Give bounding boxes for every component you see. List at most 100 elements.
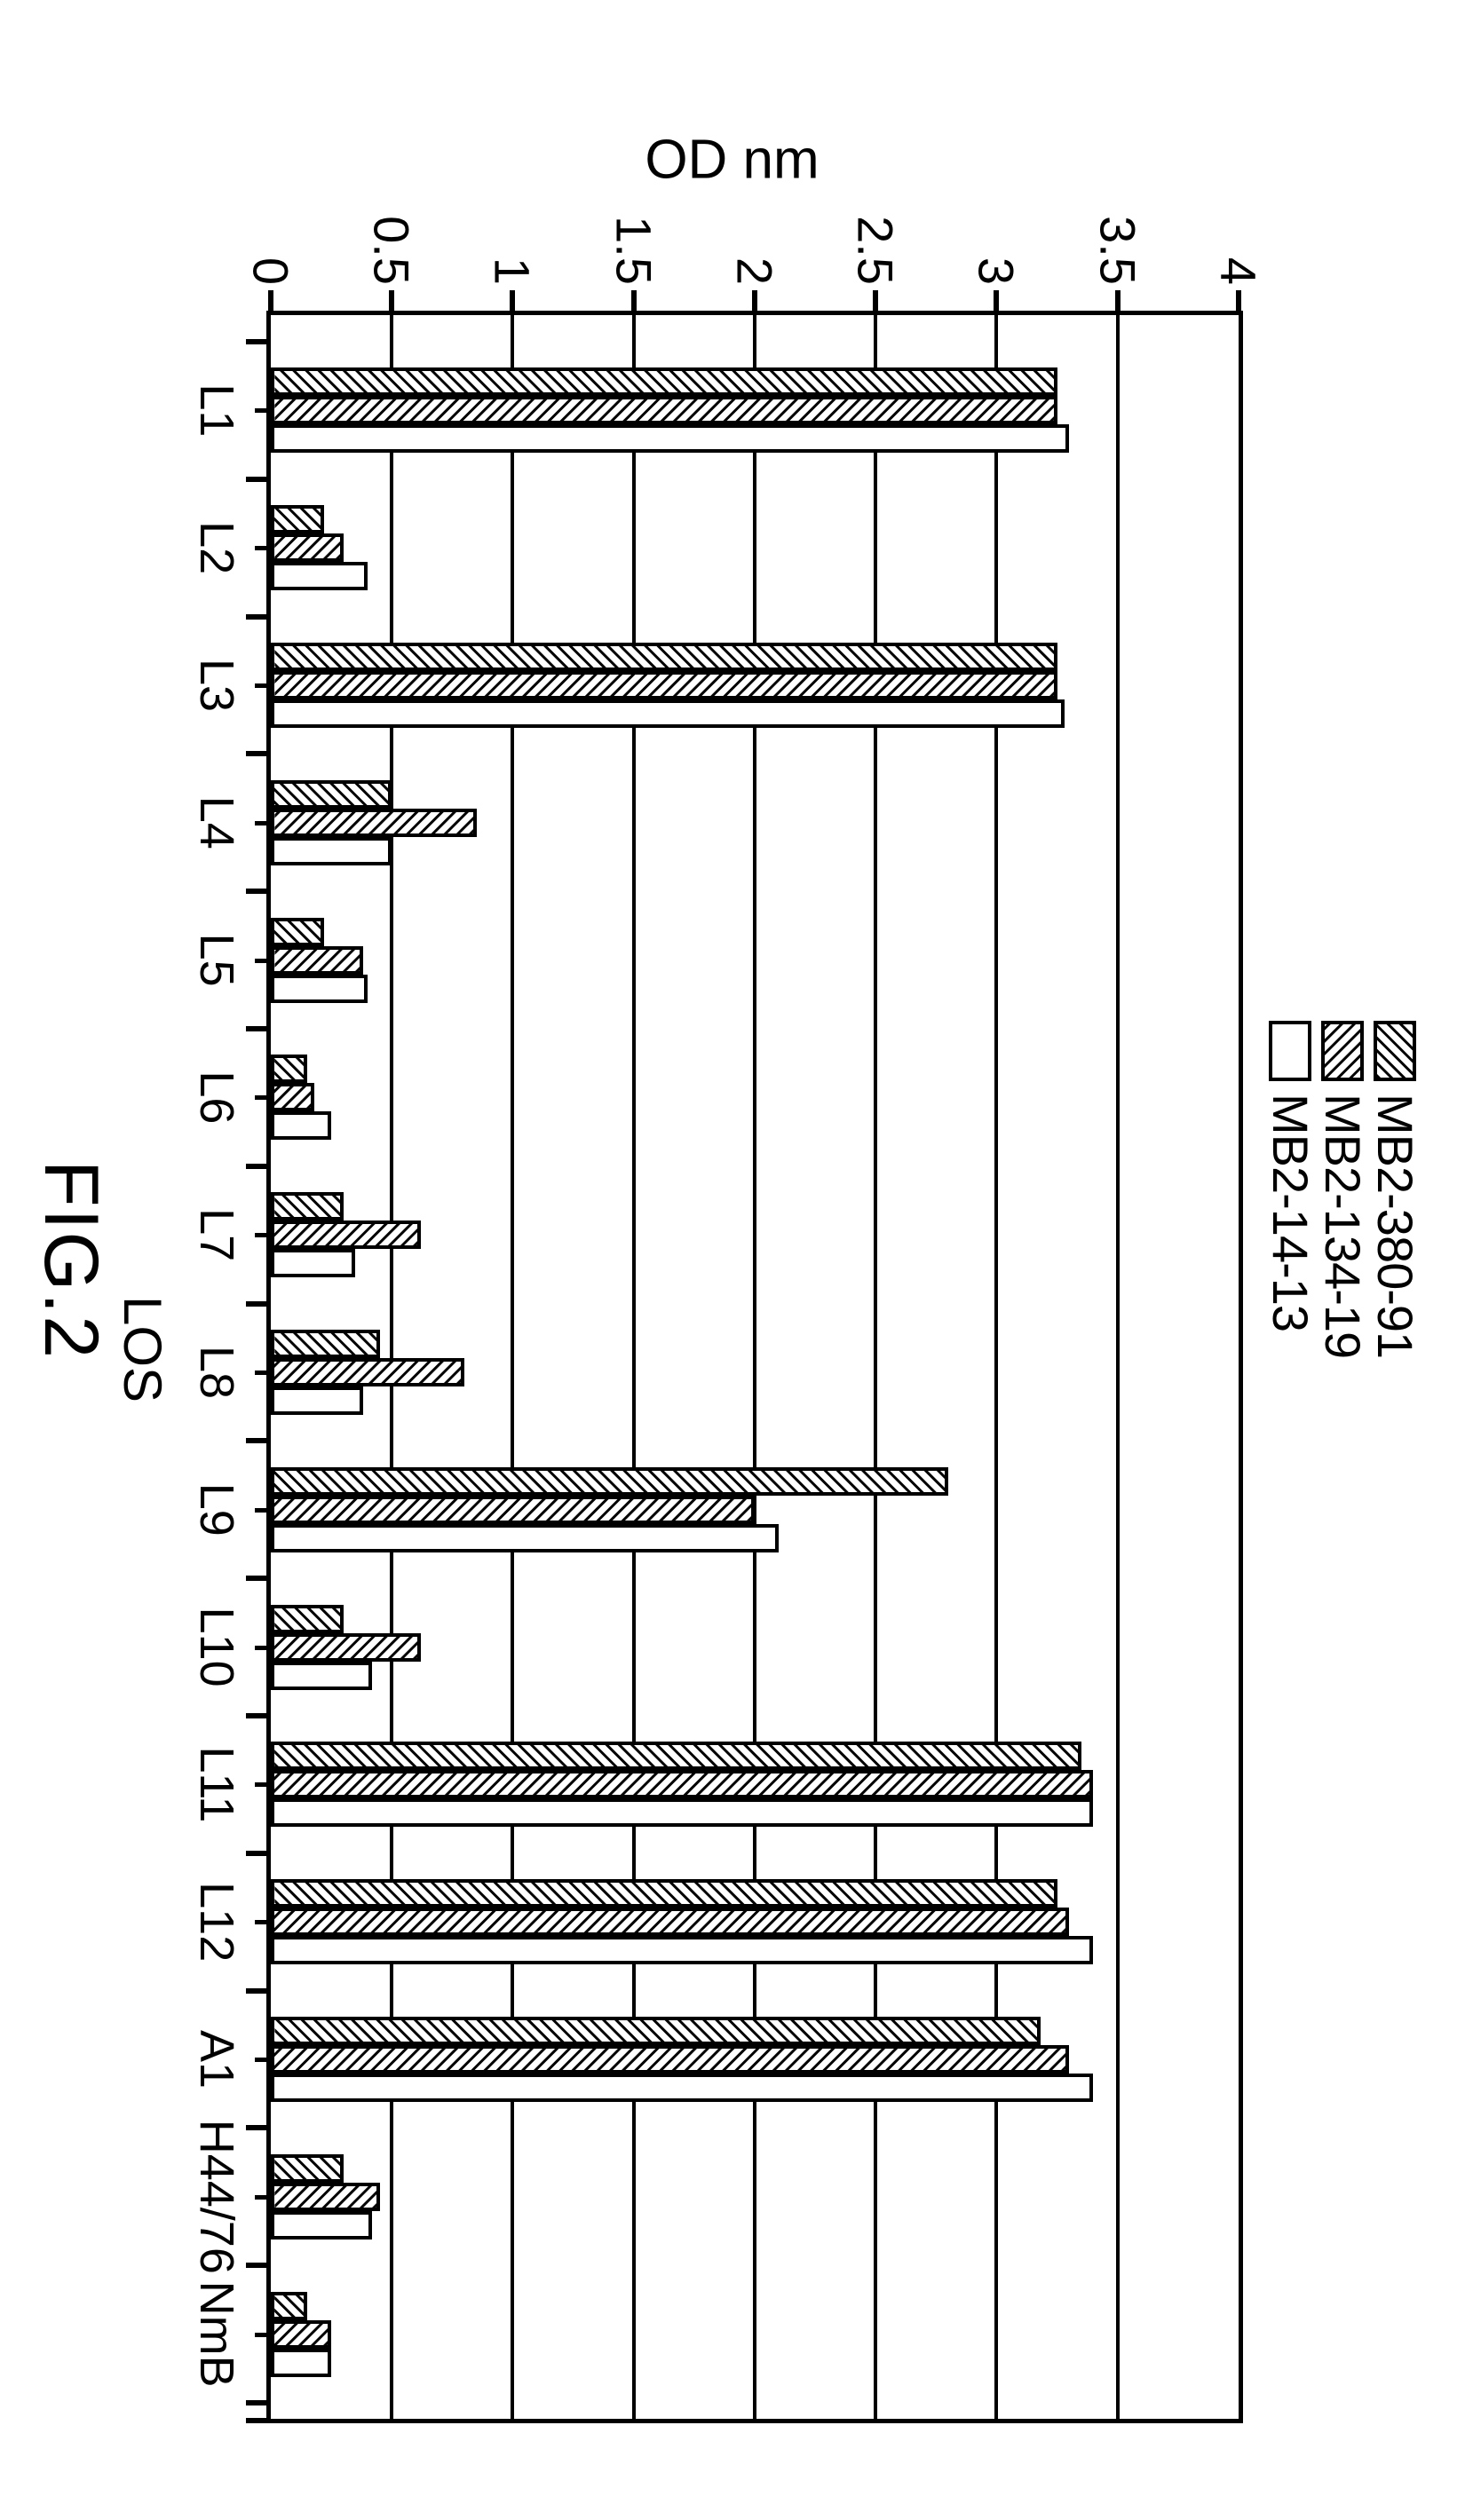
y-tick-mark — [1115, 290, 1121, 315]
bar — [271, 1770, 1094, 1798]
x-tick-minor — [255, 683, 271, 688]
rotation-wrapper: MB2-380-91 MB2-134-19 MB2-14-13 OD nm 00… — [0, 0, 1465, 2520]
bar — [271, 2074, 1094, 2102]
bar — [271, 1192, 344, 1221]
x-tick-label: L9 — [189, 1483, 244, 1536]
y-tick-label: 4 — [1210, 257, 1268, 285]
x-tick-major — [246, 2263, 271, 2268]
x-tick-label: L7 — [189, 1208, 244, 1261]
x-tick-minor — [255, 546, 271, 550]
x-tick-minor — [255, 821, 271, 826]
x-tick-major — [246, 751, 271, 756]
bar — [271, 2183, 380, 2211]
legend-item-0: MB2-380-91 — [1368, 1021, 1421, 1358]
legend-item-2: MB2-14-13 — [1264, 1021, 1317, 1358]
x-tick-major — [246, 1988, 271, 1994]
x-tick-minor — [255, 2058, 271, 2062]
bars-layer: L1L2L3L4L5L6L7L8L9L10L11L12A1H44/76NmB — [271, 315, 1239, 2419]
bar — [271, 533, 344, 562]
bar-fill — [274, 537, 340, 558]
y-tick-mark — [873, 290, 878, 315]
legend-swatch-2 — [1269, 1021, 1311, 1081]
y-tick-label: 3.5 — [1089, 216, 1146, 285]
bar-fill — [274, 1224, 417, 1245]
bar-fill — [274, 950, 360, 971]
bar — [271, 1386, 363, 1415]
bar-fill — [274, 1333, 376, 1355]
bar-fill — [274, 1911, 1065, 1932]
bar — [271, 1524, 779, 1552]
y-tick-mark — [752, 290, 757, 315]
bar — [271, 1055, 307, 1083]
bar — [271, 946, 363, 975]
y-tick-label: 0.5 — [363, 216, 421, 285]
bar — [271, 2045, 1069, 2074]
bar — [271, 1249, 355, 1277]
bar — [271, 1467, 948, 1496]
y-axis-title: OD nm — [617, 129, 848, 192]
legend-label-2: MB2-14-13 — [1264, 1094, 1317, 1331]
x-tick-minor — [255, 959, 271, 963]
bar-fill — [274, 1471, 945, 1492]
x-tick-major — [246, 614, 271, 620]
bar — [271, 1111, 331, 1140]
bar-fill — [274, 784, 388, 805]
y-axis-title-text: OD nm — [645, 130, 819, 191]
x-tick-label: A1 — [189, 2030, 244, 2089]
x-tick-major — [246, 477, 271, 482]
legend-label-1: MB2-134-19 — [1316, 1094, 1368, 1358]
bar-fill — [274, 2158, 340, 2179]
bar — [271, 2017, 1041, 2045]
x-tick-minor — [255, 1233, 271, 1237]
bar-fill — [274, 1499, 751, 1521]
bar — [271, 505, 324, 533]
x-tick-minor — [255, 1782, 271, 1787]
bar — [271, 2154, 344, 2183]
x-tick-label: L12 — [189, 1882, 244, 1962]
bar — [271, 975, 368, 1003]
bar — [271, 562, 368, 590]
bar — [271, 1798, 1094, 1827]
bar — [271, 1330, 380, 1358]
x-tick-minor — [255, 2333, 271, 2337]
y-tick-mark — [511, 290, 516, 315]
x-tick-label: L1 — [189, 383, 244, 437]
x-tick-major — [246, 1164, 271, 1169]
x-tick-minor — [255, 408, 271, 413]
legend-label-0: MB2-380-91 — [1368, 1094, 1421, 1358]
x-tick-minor — [255, 1508, 271, 1513]
y-tick-mark — [1236, 290, 1241, 315]
legend-item-1: MB2-134-19 — [1316, 1021, 1368, 1358]
x-tick-label: L11 — [189, 1746, 244, 1822]
x-tick-major — [246, 1713, 271, 1718]
figure-canvas: MB2-380-91 MB2-134-19 MB2-14-13 OD nm 00… — [0, 0, 1465, 2520]
y-tick-mark — [994, 290, 1000, 315]
bar — [271, 1633, 421, 1662]
bar-fill — [274, 1883, 1054, 1904]
bar — [271, 424, 1069, 453]
x-axis-title: LOS — [112, 1296, 173, 1402]
legend-swatch-1 — [1321, 1021, 1364, 1081]
bar — [271, 1936, 1094, 1964]
bar — [271, 643, 1057, 671]
y-tick-label: 2.5 — [847, 216, 905, 285]
x-tick-minor — [255, 2195, 271, 2200]
bar — [271, 1879, 1057, 1908]
bar-fill — [274, 1773, 1090, 1795]
x-tick-label: H44/76 — [189, 2120, 244, 2274]
bar-fill — [274, 646, 1054, 668]
bar-fill — [274, 1362, 461, 1383]
x-tick-minor — [255, 1095, 271, 1100]
x-tick-minor — [255, 1920, 271, 1924]
y-tick-label: 2 — [726, 257, 784, 285]
x-tick-label: L8 — [189, 1346, 244, 1399]
x-tick-major — [246, 2400, 271, 2405]
legend: MB2-380-91 MB2-134-19 MB2-14-13 — [1264, 1021, 1421, 1358]
bar — [271, 1083, 314, 1111]
x-tick-label: L5 — [189, 934, 244, 987]
bar-fill — [274, 2020, 1037, 2042]
x-tick-major — [246, 2125, 271, 2130]
bar — [271, 2292, 307, 2320]
bar-fill — [274, 371, 1054, 392]
bar-fill — [274, 1637, 417, 1658]
